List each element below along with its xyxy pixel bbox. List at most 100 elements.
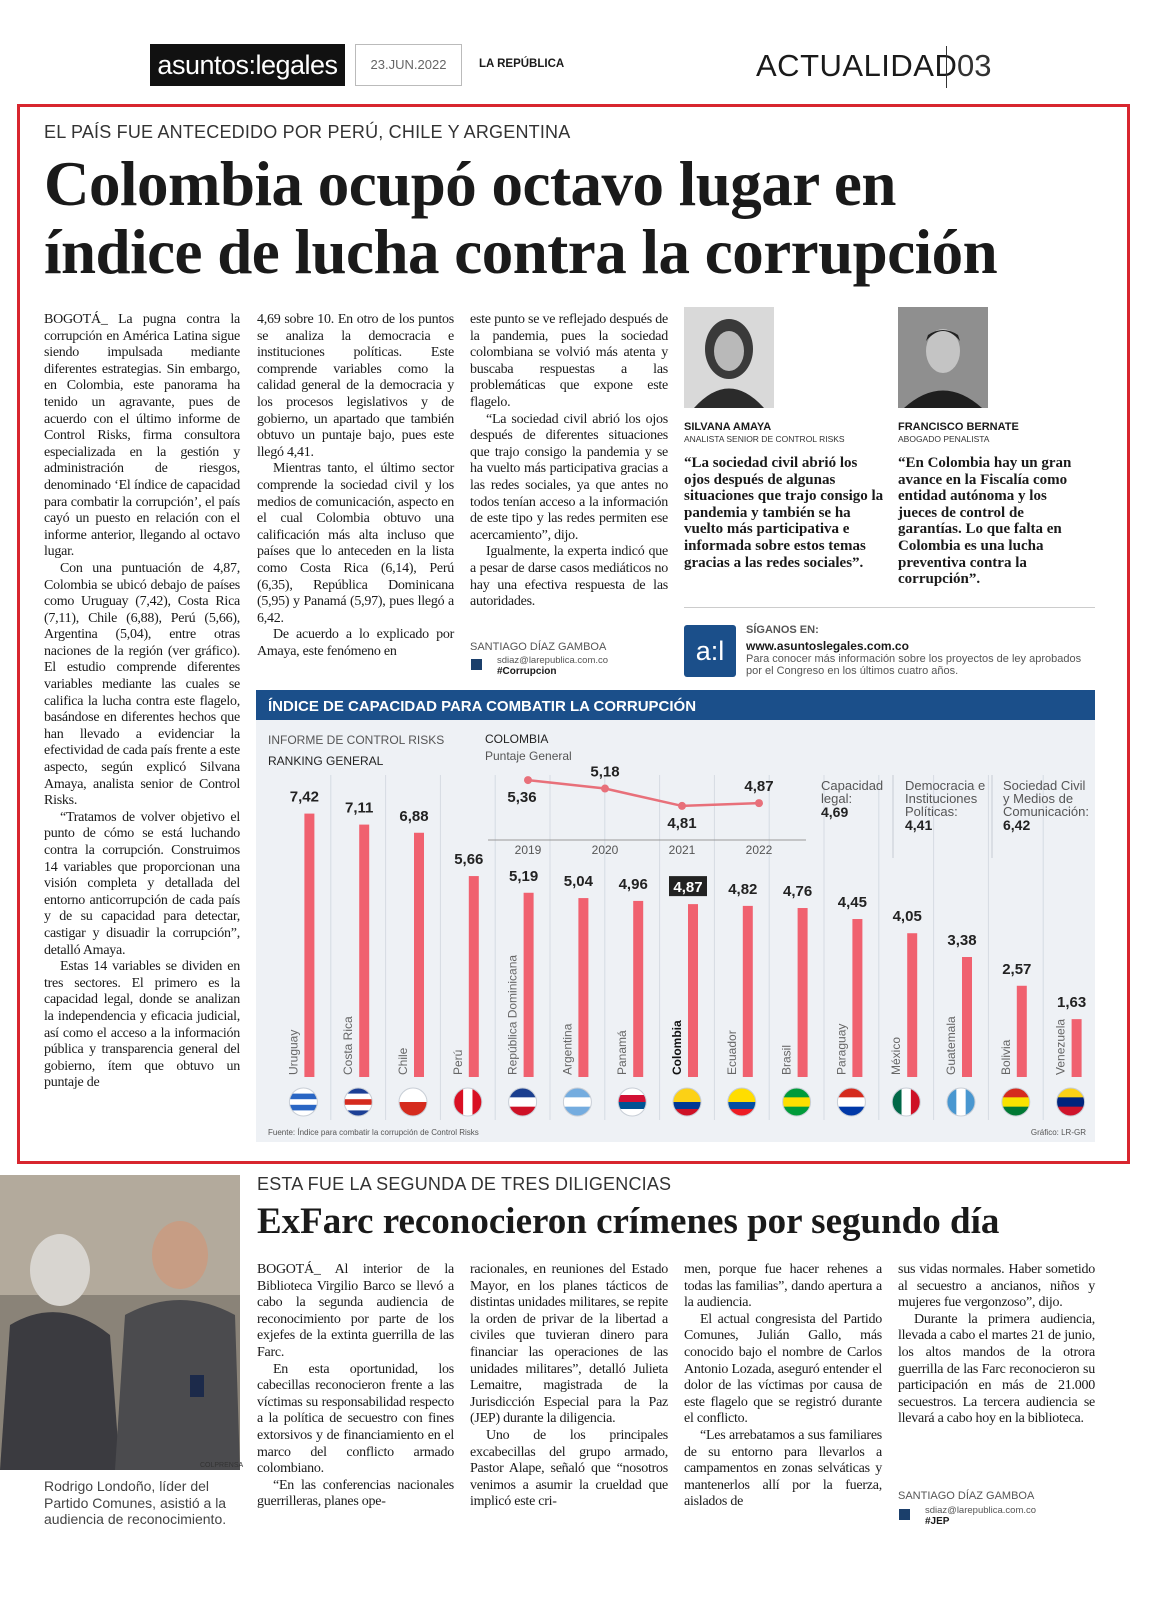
flag xyxy=(508,1088,537,1116)
column: BOGOTÁ_ Al interior de la Biblioteca Vir… xyxy=(257,1262,454,1511)
headline-line: índice de lucha contra la corrupción xyxy=(44,217,998,287)
quote-name: SILVANA AMAYA xyxy=(684,421,772,433)
flag-stripe xyxy=(1056,1106,1085,1116)
paragraph: El actual congresista del Partido Comune… xyxy=(684,1311,882,1427)
flag-stripe xyxy=(508,1088,537,1098)
bar xyxy=(1016,985,1027,1077)
paragraph: men, porque fue hacer rehenes a todas la… xyxy=(684,1262,882,1311)
sector-value: 4,69 xyxy=(821,804,849,820)
flag-stripe xyxy=(289,1093,318,1100)
flag-stripe xyxy=(563,1097,592,1108)
flag-stripe xyxy=(508,1106,537,1116)
flag-stripe xyxy=(344,1110,373,1116)
paragraph: “La sociedad civil abrió los ojos despué… xyxy=(470,411,668,543)
flag-stripe xyxy=(453,1088,464,1116)
flag-stripe xyxy=(782,1097,811,1108)
flag-rim xyxy=(508,1087,538,1117)
flag-stripe xyxy=(618,1109,647,1116)
flag xyxy=(563,1088,592,1116)
byline-email: sdiaz@larepublica.com.co xyxy=(497,655,609,666)
flag xyxy=(1001,1088,1030,1116)
paragraph: Uno de los principales excabecillas del … xyxy=(470,1427,668,1510)
section: ACTUALIDAD xyxy=(756,48,958,83)
flag-stripe xyxy=(399,1102,427,1116)
value-label: 4,87 xyxy=(744,778,773,795)
category-label: Chile xyxy=(396,1047,410,1075)
flag-rim xyxy=(891,1087,921,1117)
value-label: 4,81 xyxy=(667,815,696,832)
bar xyxy=(907,933,918,1077)
page-number: 03 xyxy=(957,48,992,83)
category-label: Panamá xyxy=(615,1030,629,1075)
flag xyxy=(727,1088,756,1116)
category-label: Guatemala xyxy=(944,1016,958,1075)
paragraph: Con una puntuación de 4,87, Colombia se … xyxy=(44,560,240,809)
flag-stripe xyxy=(837,1106,866,1116)
bar xyxy=(468,876,479,1077)
flag-stripe xyxy=(618,1102,647,1110)
flag-stripe xyxy=(892,1088,903,1116)
flag-stripe xyxy=(1001,1088,1030,1098)
icon xyxy=(471,659,482,670)
chart-title-bar xyxy=(256,690,1095,720)
x-tick-label: 2022 xyxy=(746,843,773,857)
value-label: 4,45 xyxy=(838,894,867,911)
bar xyxy=(523,892,534,1077)
flag-rim xyxy=(562,1087,592,1117)
flag-stripe xyxy=(901,1088,912,1116)
flag-stripe xyxy=(727,1109,756,1116)
flag-stripe xyxy=(289,1104,318,1111)
paragraph: “Tratamos de volver objetivo el punto de… xyxy=(44,809,240,958)
flag xyxy=(399,1088,427,1116)
flag-stripe xyxy=(673,1088,701,1096)
bar xyxy=(797,908,808,1077)
paragraph: este punto se ve reflejado después de la… xyxy=(470,312,668,410)
icon xyxy=(899,1509,910,1520)
kicker: ESTA FUE LA SEGUNDA DE TRES DILIGENCIAS xyxy=(257,1174,672,1194)
value-label: 4,87 xyxy=(673,879,702,896)
category-label: Colombia xyxy=(670,1020,684,1075)
chart-svg: ÍNDICE DE CAPACIDAD PARA COMBATIR LA COR… xyxy=(256,690,1095,1137)
value-label: 7,11 xyxy=(345,800,373,817)
label-bg xyxy=(669,876,707,897)
value-label: 4,96 xyxy=(619,876,648,893)
flag-stripe xyxy=(563,1088,592,1098)
quote: “La sociedad civil abrió los ojos despué… xyxy=(684,455,884,571)
flag-stripe xyxy=(965,1088,975,1116)
byline-email: sdiaz@larepublica.com.co xyxy=(925,1505,1037,1516)
flag-rim xyxy=(398,1087,428,1117)
sector-name: Sociedad Civil y Medios de Comunicación: xyxy=(1003,778,1089,819)
portrait xyxy=(898,307,988,408)
flag xyxy=(837,1088,866,1116)
paragraph: “Les arrebatamos a sus familiares de su … xyxy=(684,1427,882,1510)
x-tick-label: 2020 xyxy=(592,843,619,857)
photo-art xyxy=(0,1175,240,1470)
flag-rim xyxy=(836,1087,866,1117)
sector: Democracia e Instituciones Políticas: 4,4… xyxy=(905,779,993,832)
flag-stripe xyxy=(1001,1106,1030,1116)
value-label: 5,66 xyxy=(454,851,483,868)
flag xyxy=(453,1088,482,1116)
flag-stripe xyxy=(1001,1097,1030,1108)
paragraph: BOGOTÁ_ Al interior de la Biblioteca Vir… xyxy=(257,1262,454,1360)
column: sus vidas normales. Haber sometido al se… xyxy=(898,1262,1095,1428)
bar xyxy=(633,900,644,1077)
point xyxy=(678,801,686,810)
point xyxy=(524,776,532,785)
category-label: Brasil xyxy=(780,1045,794,1075)
flag xyxy=(618,1088,647,1116)
flag xyxy=(782,1088,811,1116)
quote-name: FRANCISCO BERNATE xyxy=(898,421,1019,433)
flag-stripe xyxy=(344,1093,373,1100)
flag-rim xyxy=(782,1087,812,1117)
value-label: 4,05 xyxy=(893,908,922,925)
line-subtitle: Puntaje General xyxy=(485,749,572,763)
headline: Colombia ocupó octavo lugar en índice de… xyxy=(44,150,998,287)
portrait xyxy=(684,307,774,408)
flag xyxy=(947,1088,975,1116)
paragraph: sus vidas normales. Haber sometido al se… xyxy=(898,1262,1095,1311)
paragraph: Mientras tanto, el último sector compren… xyxy=(257,461,454,626)
quote: “En Colombia hay un gran avance en la Fi… xyxy=(898,455,1072,588)
flag-stripe xyxy=(289,1099,318,1106)
